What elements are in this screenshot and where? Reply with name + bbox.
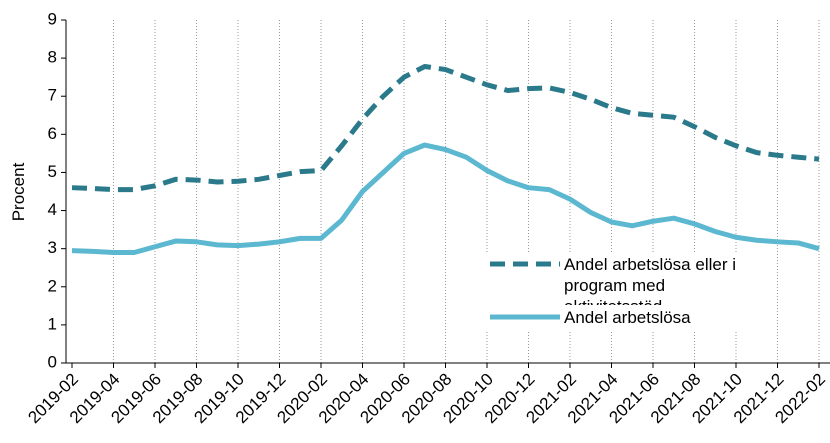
y-axis-label: Procent: [9, 162, 28, 221]
legend-swatch: [490, 261, 560, 267]
y-tick-label: 0: [48, 352, 57, 371]
y-tick-label: 9: [48, 9, 57, 28]
y-tick-label: 1: [48, 314, 57, 333]
y-tick-label: 2: [48, 276, 57, 295]
legend-label: Andel arbetslösa eller i program med akt…: [564, 255, 736, 316]
series-line: [71, 142, 820, 255]
series-line: [71, 63, 820, 193]
legend-swatch: [490, 314, 560, 320]
y-tick-label: 5: [48, 162, 57, 181]
y-tick-label: 3: [48, 238, 57, 257]
y-tick-label: 6: [48, 124, 57, 143]
y-tick-label: 7: [48, 86, 57, 105]
y-tick-label: 8: [48, 48, 57, 67]
legend-item: Andel arbetslösa: [484, 305, 752, 330]
y-tick-label: 4: [48, 200, 57, 219]
legend-label: Andel arbetslösa: [564, 308, 691, 327]
